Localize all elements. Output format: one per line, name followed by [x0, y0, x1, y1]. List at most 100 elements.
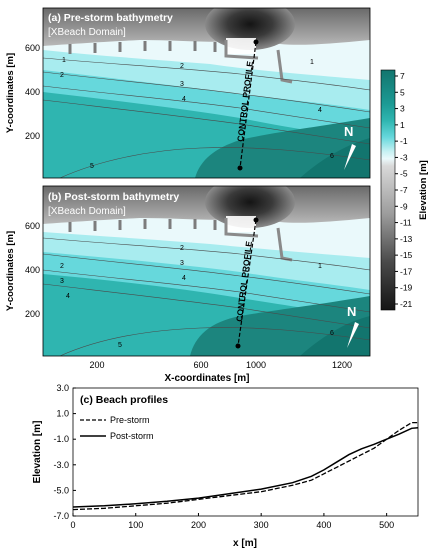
series-line-post-storm: [72, 426, 419, 508]
harbour-basin: [226, 38, 256, 54]
contour-label: 3: [60, 278, 64, 285]
contours: [43, 237, 370, 356]
contour-label: 2: [60, 72, 64, 79]
map-y-label: Y-coordinates [m]: [5, 53, 16, 133]
map-y-tick: 600: [25, 43, 40, 53]
profile-y-label: Elevation [m]: [32, 421, 43, 484]
map-x-ticks: 200 600 1000 1200: [89, 360, 352, 370]
map-y-ticks: 200 400 600 200 400 600: [25, 43, 40, 319]
groynes: [68, 41, 217, 54]
colorbar-tick-label: -11: [400, 218, 412, 228]
colorbar-label: Elevation [m]: [418, 160, 429, 220]
contour-label: 3: [180, 260, 184, 267]
contour-label: 2: [180, 245, 184, 252]
control-profile-line: [239, 41, 257, 169]
profile-x-tick: 400: [316, 520, 331, 530]
contour-label: 5: [90, 163, 94, 170]
map-x-tick: 200: [89, 360, 104, 370]
colorbar-tick-label: -5: [400, 169, 408, 179]
map-y-tick: 600: [25, 221, 40, 231]
colorbar-tick-label: 1: [400, 120, 405, 130]
profile-x-label: x [m]: [233, 538, 257, 549]
contour-label: 4: [182, 96, 186, 103]
profile-y-tick: -7.0: [53, 511, 69, 521]
colorbar-tick-label: 7: [400, 71, 405, 81]
colorbar-tick-label: -21: [400, 299, 413, 309]
colorbar-ticks: 7 5 3 1 -1 -3 -5 -7 -9 -11 -13 -15 -17 -19 -21: [395, 71, 413, 309]
profile-x-ticks: 0 100 200 300 400 500: [70, 513, 394, 530]
panel-a-subtitle: [XBeach Domain]: [48, 27, 126, 38]
panel-b-frame: [42, 185, 371, 357]
north-arrow-icon: [344, 144, 356, 170]
profile-x-tick: 100: [128, 520, 143, 530]
profile-y-tick: -5.0: [53, 485, 69, 495]
colorbar-tick-label: -13: [400, 234, 413, 244]
legend-label-pre-storm: Pre-storm: [110, 415, 150, 425]
profile-x-tick: 200: [191, 520, 206, 530]
legend-label-post-storm: Post-storm: [110, 431, 154, 441]
profile-end-point: [235, 343, 241, 349]
colorbar-tick-label: 5: [400, 87, 405, 97]
profile-y-ticks: 3.0 1.0 -1.0 -3.0 -5.0 -7.0: [53, 383, 76, 521]
profile-x-tick: 300: [254, 520, 269, 530]
contours: [43, 57, 370, 178]
profile-start-point: [253, 217, 259, 223]
contour-label: 4: [182, 275, 186, 282]
colorbar-tick-label: -7: [400, 185, 408, 195]
contour-label: 4: [318, 107, 322, 114]
north-label: N: [347, 304, 356, 319]
deepest-water: [300, 316, 370, 356]
profile-chart: (c) Beach profiles 3.0 1.0 -1.0 -3.0 -5.0 -7.…: [32, 383, 419, 549]
contour-label: 3: [180, 81, 184, 88]
contour-label: 5: [118, 342, 122, 349]
profile-x-tick: 0: [70, 520, 75, 530]
panel-b-title: (b) Post-storm bathymetry: [48, 191, 179, 203]
colorbar-tick-label: -15: [400, 250, 413, 260]
contour-label: 4: [66, 293, 70, 300]
panel-a-title: (a) Pre-storm bathymetry: [48, 12, 173, 24]
colorbar-tick-label: -3: [400, 152, 408, 162]
map-x-tick: 1200: [332, 360, 352, 370]
contour-label: 1: [62, 57, 66, 64]
contour-label: 1: [318, 263, 322, 270]
map-x-tick: 1000: [246, 360, 266, 370]
map-y-tick: 200: [25, 131, 40, 141]
colorbar-tick-label: -9: [400, 201, 408, 211]
profile-legend: Pre-storm Post-storm: [80, 415, 154, 441]
profile-x-tick: 500: [379, 520, 394, 530]
map-x-label: X-coordinates [m]: [164, 373, 249, 384]
north-label: N: [344, 124, 353, 139]
panel-b-map: 2 3 1 2 3 4 5 6 4 CONTROL PROFILE N (b) …: [43, 186, 370, 356]
profile-y-tick: 1.0: [56, 409, 69, 419]
profile-end-point: [237, 165, 243, 171]
contour-label: 2: [180, 63, 184, 70]
jetty: [276, 227, 293, 262]
map-y-tick: 400: [25, 87, 40, 97]
colorbar-tick-label: -19: [400, 283, 413, 293]
contour-labels: 2 3 1 2 3 4 5 6 4: [60, 245, 334, 349]
profile-chart-title: (c) Beach profiles: [80, 394, 168, 406]
contour-label: 6: [330, 153, 334, 160]
panel-a-map: 1 2 1 2 3 4 5 6 4 CONTROL PROFILE N (a) …: [43, 8, 370, 178]
breakwater: [224, 40, 259, 60]
jetty: [276, 49, 293, 84]
colorbar-tick-label: -17: [400, 266, 413, 276]
profile-y-tick: -3.0: [53, 460, 69, 470]
profile-y-tick: 3.0: [56, 383, 69, 393]
profile-series: [72, 421, 419, 511]
breakwater: [224, 218, 259, 238]
harbour-basin: [226, 216, 256, 232]
colorbar-tick-label: -1: [400, 136, 408, 146]
map-y-tick: 200: [25, 309, 40, 319]
map-x-tick: 600: [193, 360, 208, 370]
groynes: [68, 219, 217, 232]
map-y-label: Y-coordinates [m]: [5, 231, 16, 311]
contour-label: 6: [330, 330, 334, 337]
map-y-tick: 400: [25, 265, 40, 275]
contour-label: 1: [310, 59, 314, 66]
panel-b-subtitle: [XBeach Domain]: [48, 206, 126, 217]
profile-chart-frame: [72, 387, 419, 517]
colorbar-tick-label: 3: [400, 104, 405, 114]
panel-a-frame: [42, 7, 371, 179]
